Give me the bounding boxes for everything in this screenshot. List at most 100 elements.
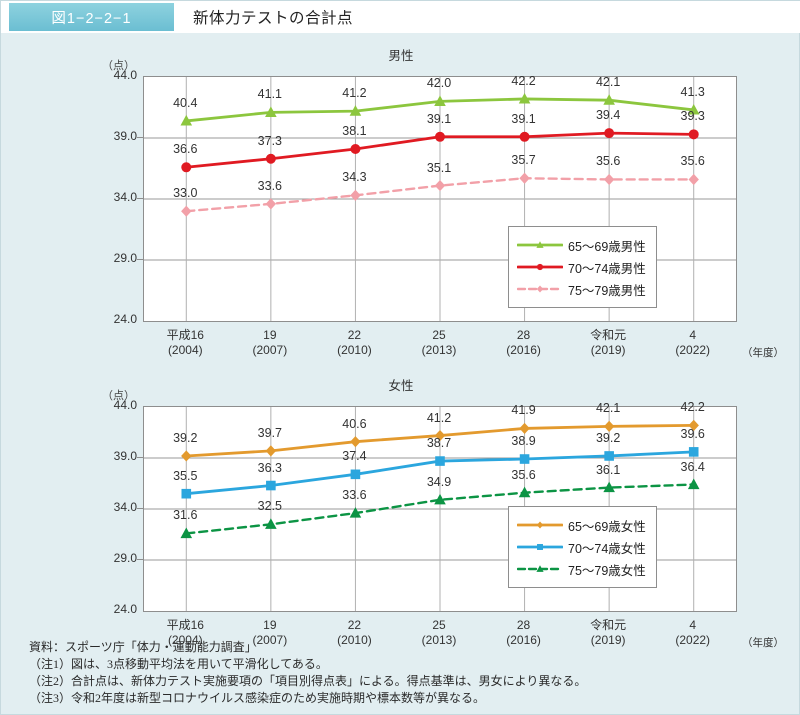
x-axis-tick-era: 28 [516,328,531,342]
x-axis-tick-era: 28 [516,618,531,632]
x-axis-tick-year: (2013) [421,633,457,647]
y-axis-tick-label: 34.0 [113,500,137,514]
legend-item[interactable]: 65〜69歳女性 [517,514,646,536]
legend-swatch-square-icon [517,544,563,550]
legend-label: 75〜79歳男性 [568,283,646,298]
x-axis-tick-era: 平成16 [166,328,204,342]
data-point-label: 38.7 [426,436,452,451]
data-point-label: 36.3 [257,460,283,475]
x-axis-tick-label: 22 (2010) [309,618,399,648]
chart-male-y-unit: （点） [102,60,135,72]
y-axis-tick-mark [137,259,143,260]
data-point-label: 33.6 [257,178,283,193]
data-point-label: 36.6 [173,142,198,157]
data-point-label: 31.6 [173,508,198,523]
legend-item[interactable]: 75〜79歳男性 [517,278,646,300]
x-axis-tick-year: (2016) [506,343,541,357]
x-axis-tick-era: 22 [347,328,362,342]
data-point-label: 38.9 [511,434,536,449]
data-point-label: 41.9 [511,403,536,418]
chart-female-x-unit: （年度） [742,637,784,649]
x-axis-tick-label: 19 (2007) [225,618,315,648]
x-axis-tick-label: 28 (2016) [479,328,569,358]
data-point-label: 42.0 [426,76,452,91]
data-point-label: 41.3 [680,84,705,99]
x-axis-tick-year: (2010) [337,633,372,647]
chart-female-legend: 65〜69歳女性 70〜74歳女性 75〜79歳女性 [508,506,657,588]
y-axis-tick-label: 44.0 [113,398,137,412]
data-point-label: 34.3 [342,170,367,185]
x-axis-tick-year: (2007) [252,633,288,647]
x-axis-tick-era: 19 [263,328,277,342]
y-axis-tick-label: 44.0 [113,68,137,82]
chart-female: 女性 （点） （年度） 44.0 39.0 34.0 29.0 24.0 平成16 (200… [1,369,800,649]
legend-swatch-triangle-icon [517,241,563,248]
legend-item[interactable]: 70〜74歳男性 [517,256,646,278]
data-point-label: 35.6 [511,467,536,482]
y-axis-tick-mark [137,457,143,458]
x-axis-tick-label: 22 (2010) [309,328,399,358]
x-axis-tick-era: 4 [689,618,697,632]
data-point-label: 39.6 [680,426,705,441]
data-point-label: 39.1 [426,111,452,126]
data-point-label: 39.2 [173,430,198,445]
data-point-label: 39.7 [257,425,283,440]
note-1: （注1）図は、3点移動平均法を用いて平滑化してある。 [29,657,328,671]
data-point-label: 39.4 [595,108,621,123]
x-axis-tick-label: 4 (2022) [648,328,738,358]
x-axis-tick-year: (2004) [167,633,203,647]
x-axis-tick-label: 4 (2022) [648,618,738,648]
note-2: （注2）合計点は、新体力テスト実施要項の「項目別得点表」による。得点基準は、男女… [29,674,587,688]
legend-item[interactable]: 70〜74歳女性 [517,536,646,558]
data-point-label: 35.6 [595,154,621,169]
y-axis-tick-mark [137,508,143,509]
chart-female-y-unit: （点） [102,390,135,402]
chart-male-svg [144,77,736,321]
x-axis-tick-era: 4 [689,328,697,342]
x-axis-tick-label: 28 (2016) [479,618,569,648]
legend-item[interactable]: 75〜79歳女性 [517,558,646,580]
chart-male: 男性 （点） （年度） 44.0 39.0 34.0 29.0 24.0 平成16 (200… [1,39,800,369]
chart-male-x-unit: （年度） [742,347,784,359]
x-axis-tick-year: (2016) [506,633,541,647]
x-axis-tick-year: (2019) [590,633,626,647]
x-axis-tick-era: 22 [347,618,362,632]
legend-label: 65〜69歳女性 [568,519,646,534]
chart-female-title: 女性 [388,379,414,393]
y-axis-tick-label: 24.0 [113,602,137,616]
x-axis-tick-label: 令和元 (2019) [563,618,653,648]
x-axis-tick-year: (2007) [252,343,288,357]
data-point-label: 33.0 [173,186,198,201]
data-point-label: 39.1 [511,111,536,126]
data-point-label: 35.7 [511,153,536,168]
y-axis-tick-label: 39.0 [113,129,137,143]
data-point-label: 35.5 [173,468,198,483]
data-point-label: 42.2 [511,73,536,88]
data-point-label: 41.1 [257,87,283,102]
legend-item[interactable]: 65〜69歳男性 [517,234,646,256]
legend-label: 70〜74歳女性 [568,541,646,556]
figure-number-badge: 図1−2−2−1 [9,3,174,31]
x-axis-tick-year: (2013) [421,343,457,357]
data-point-label: 42.2 [680,400,705,415]
data-point-label: 42.1 [595,401,621,416]
x-axis-tick-label: 令和元 (2019) [563,328,653,358]
x-axis-tick-era: 平成16 [166,618,204,632]
legend-swatch-circle-icon [517,263,563,271]
x-axis-tick-label: 19 (2007) [225,328,315,358]
x-axis-tick-era: 令和元 [590,328,627,342]
data-point-label: 35.6 [680,154,705,169]
data-point-label: 34.9 [426,474,452,489]
data-point-label: 39.2 [595,430,621,445]
x-axis-tick-year: (2010) [337,343,372,357]
x-axis-tick-label: 25 (2013) [394,328,484,358]
chart-male-legend: 65〜69歳男性 70〜74歳男性 75〜79歳男性 [508,226,657,308]
data-point-label: 38.1 [342,123,367,138]
legend-swatch-triangle-icon [517,565,563,572]
x-axis-tick-era: 19 [263,618,277,632]
legend-label: 70〜74歳男性 [568,261,646,276]
note-3: （注3）令和2年度は新型コロナウイルス感染症のため実施時期や標本数等が異なる。 [29,691,486,705]
data-point-label: 36.1 [595,462,621,477]
data-point-label: 41.2 [426,410,452,425]
